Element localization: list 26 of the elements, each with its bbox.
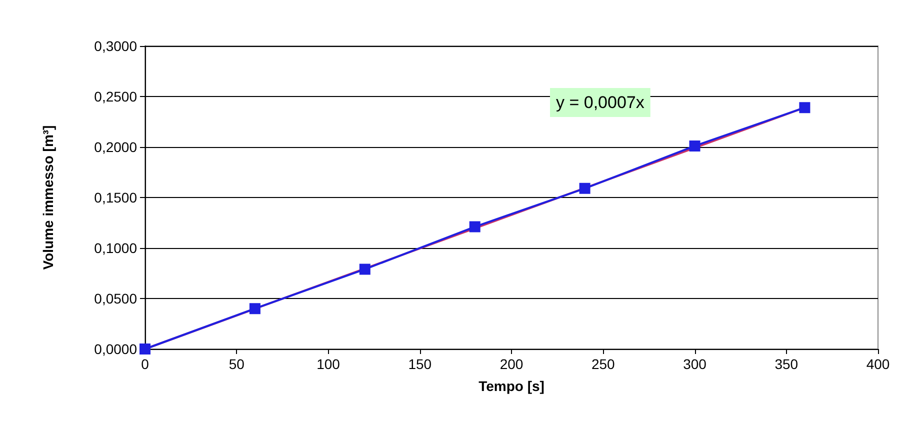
point [359,264,370,275]
x-tick-label: 200 [500,356,524,372]
y-tick-label: 0,2000 [94,139,138,155]
x-tick-label: 150 [408,356,432,372]
point [579,182,590,194]
x-tick-label: 400 [866,356,890,372]
y-axis-title: Volume immesso [m³] [40,125,56,270]
x-axis-title: Tempo [s] [478,378,544,394]
x-tick-label: 50 [228,356,245,372]
x-tick-label: 100 [316,356,340,372]
point [469,221,480,232]
annotation: y = 0,0007x [556,93,645,112]
x-tick-label: 250 [591,356,616,372]
point [249,303,260,314]
y-tick-label: 0,3000 [94,38,138,54]
y-tick-label: 0,0000 [94,341,138,357]
x-tick-label: 0 [141,356,150,372]
x-tick-label: 300 [683,356,707,372]
point [140,344,150,354]
y-tick-label: 0,2500 [94,88,138,104]
y-tick-label: 0,0500 [94,290,138,306]
y-tick-label: 0,1500 [94,190,138,206]
x-tick-label: 350 [774,356,798,372]
point [799,102,810,114]
point [689,140,700,152]
y-tick-label: 0,1000 [94,240,138,256]
